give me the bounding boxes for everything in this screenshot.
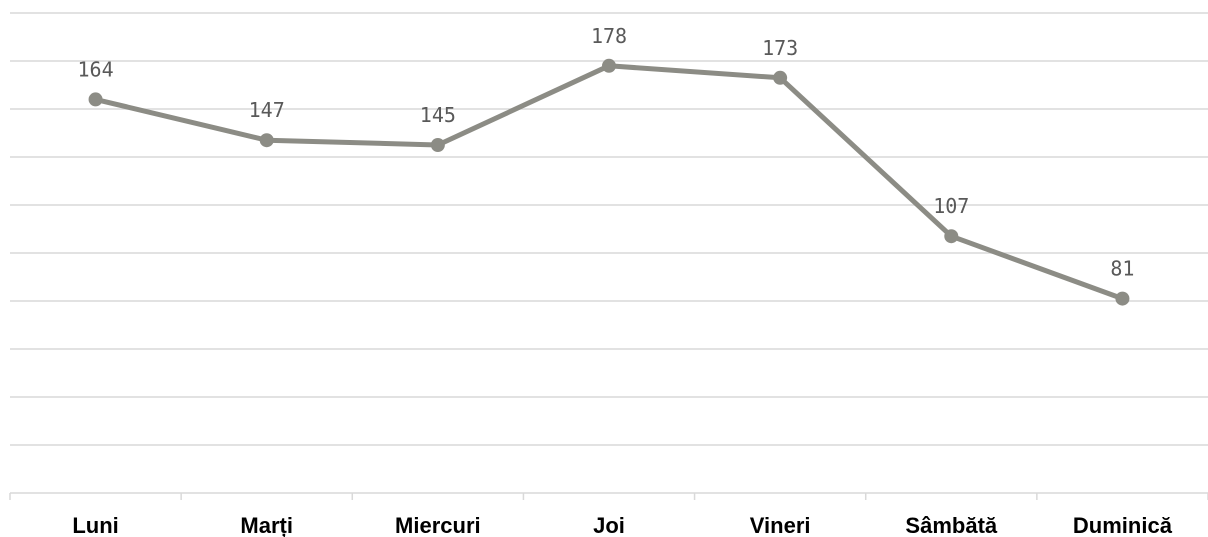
data-label: 81 (1110, 257, 1134, 281)
category-label: Joi (593, 513, 625, 537)
data-point-joi (602, 58, 616, 73)
data-labels: 164 147 145 178 173 107 81 (78, 24, 1135, 281)
gridlines (10, 12, 1208, 446)
data-label: 178 (591, 24, 627, 48)
data-label: 107 (933, 194, 969, 218)
category-label: Luni (72, 513, 118, 537)
x-axis (9, 492, 1208, 500)
data-label: 164 (78, 57, 114, 81)
data-label: 147 (249, 98, 285, 122)
series-markers (88, 58, 1130, 306)
category-label: Sâmbătă (905, 513, 997, 537)
data-point-marți (259, 133, 274, 148)
data-point-luni (88, 92, 103, 107)
data-point-miercuri (430, 138, 445, 152)
data-label: 145 (420, 103, 456, 127)
data-label: 173 (762, 36, 798, 60)
category-labels: Luni Marți Miercuri Joi Vineri Sâmbătă Duminic… (72, 513, 1172, 537)
category-label: Marți (240, 513, 293, 537)
category-label: Miercuri (395, 513, 481, 537)
data-point-sâmbătă (944, 229, 959, 244)
category-label: Duminică (1073, 513, 1173, 537)
data-point-duminică (1115, 291, 1130, 306)
category-label: Vineri (750, 513, 811, 537)
data-point-vineri (773, 70, 788, 85)
